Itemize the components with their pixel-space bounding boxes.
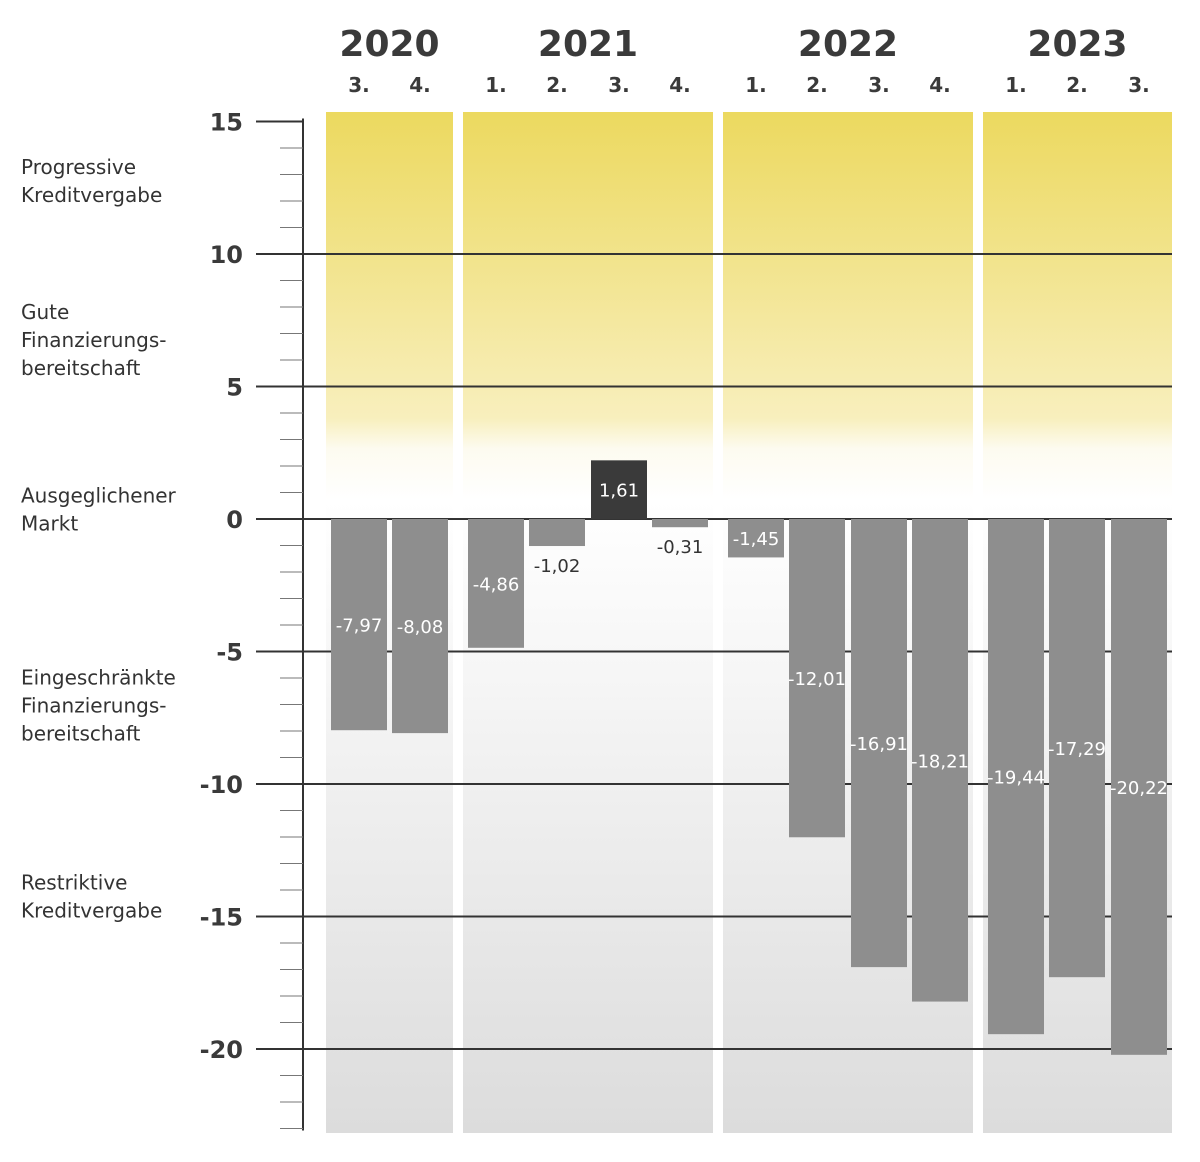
quarter-label: 2.	[1066, 73, 1088, 97]
year-label: 2022	[798, 24, 898, 65]
bar-value-label: -4,86	[473, 574, 520, 595]
quarter-label: 4.	[669, 73, 691, 97]
bar	[912, 519, 968, 1002]
bar	[988, 519, 1044, 1035]
quarter-label: 1.	[1005, 73, 1027, 97]
quarter-label: 2.	[546, 73, 568, 97]
bar	[652, 519, 708, 528]
zone-label: Eingeschränkte	[21, 665, 176, 689]
bar	[851, 519, 907, 968]
zone-label: Finanzierungs-	[21, 328, 166, 352]
zone-label: Markt	[21, 511, 78, 535]
year-label: 2020	[339, 24, 439, 65]
bar-value-label: -1,45	[733, 529, 780, 550]
zone-label: Kreditvergabe	[21, 183, 162, 207]
bar	[529, 519, 585, 547]
bar	[1049, 519, 1105, 978]
plot-background	[326, 112, 1172, 1133]
y-axis	[256, 118, 304, 1131]
y-tick-label: 10	[210, 241, 243, 269]
y-tick-label: -20	[200, 1036, 243, 1064]
y-tick-label: -5	[216, 639, 243, 667]
bar-value-label: 1,61	[599, 481, 639, 502]
quarter-label: 3.	[608, 73, 630, 97]
zone-label: Progressive	[21, 155, 136, 179]
quarter-label: 1.	[745, 73, 767, 97]
zone-label: Finanzierungs-	[21, 693, 166, 717]
quarter-label: 3.	[348, 73, 370, 97]
bars	[331, 460, 1167, 1055]
y-tick-label: 0	[226, 506, 243, 534]
bar-value-label: -16,91	[850, 734, 908, 755]
zone-label: Ausgeglichener	[21, 483, 177, 507]
y-tick-label: 15	[210, 109, 243, 137]
bar	[1111, 519, 1167, 1055]
bar-value-label: -12,01	[788, 669, 846, 690]
bar	[591, 460, 647, 519]
y-tick-label: -15	[200, 904, 243, 932]
zone-label: bereitschaft	[21, 356, 141, 380]
bar	[789, 519, 845, 838]
quarter-label: 3.	[868, 73, 890, 97]
zone-label: Restriktive	[21, 870, 127, 894]
bar-value-label: -8,08	[397, 617, 444, 638]
quarter-label: 1.	[485, 73, 507, 97]
bar-value-label: -17,29	[1048, 739, 1106, 760]
y-tick-label: 5	[226, 374, 243, 402]
quarter-label: 2.	[806, 73, 828, 97]
quarter-label: 4.	[929, 73, 951, 97]
quarter-label: 4.	[409, 73, 431, 97]
bar-value-label: -7,97	[336, 616, 383, 637]
y-tick-label: -10	[200, 771, 243, 799]
quarter-label: 3.	[1128, 73, 1150, 97]
bar	[331, 519, 387, 731]
bar-value-label: -20,22	[1110, 778, 1168, 799]
zone-label: Gute	[21, 300, 69, 324]
bar-value-label: -18,21	[911, 751, 969, 772]
bar-value-label: -0,31	[657, 537, 704, 558]
bar	[392, 519, 448, 734]
zone-label: Kreditvergabe	[21, 898, 162, 922]
bar	[468, 519, 524, 648]
bar-value-label: -19,44	[987, 768, 1045, 789]
year-label: 2021	[538, 24, 638, 65]
zone-label: bereitschaft	[21, 721, 141, 745]
bar-value-label: -1,02	[534, 556, 581, 577]
year-label: 2023	[1027, 24, 1127, 65]
bar	[728, 519, 784, 558]
labels: 15 10 5 0 -5 -10 -15 -20 Progressive Kreditvergab…	[21, 24, 1168, 1064]
